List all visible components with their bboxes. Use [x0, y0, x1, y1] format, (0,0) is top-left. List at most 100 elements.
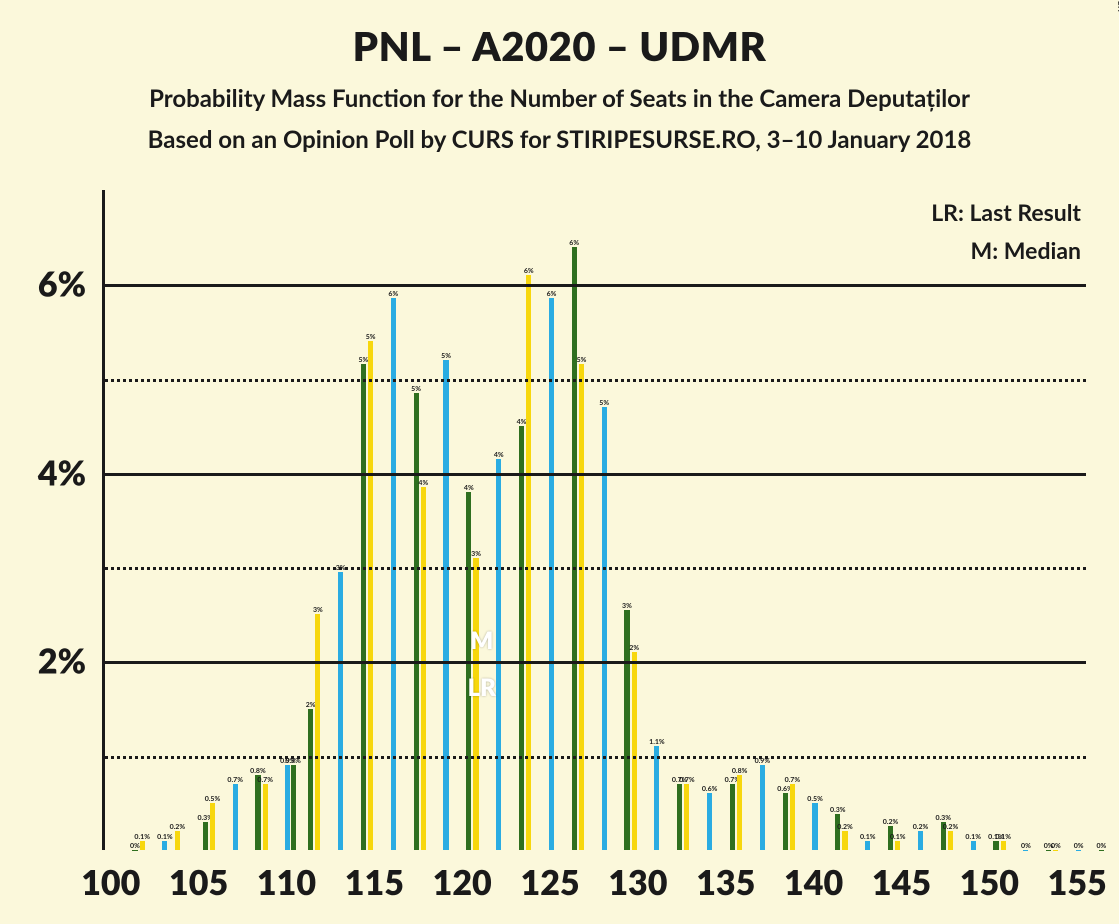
bar: 0.8%	[255, 775, 260, 850]
bar-value-label: 0.1%	[860, 833, 876, 841]
bar: 5%	[414, 393, 419, 850]
bar-value-label: 0.2%	[913, 823, 929, 831]
bar-value-label: 0%	[1021, 842, 1031, 850]
bar-value-label: 3%	[313, 606, 323, 614]
bar-value-label: 3%	[622, 602, 632, 610]
y-axis-label: 6%	[6, 264, 86, 305]
bar: 3%	[473, 558, 478, 850]
bar-value-label: 4%	[464, 484, 474, 492]
gridline-major	[105, 661, 1086, 664]
x-axis-label: 155	[1048, 862, 1107, 903]
bar: 0%	[1099, 850, 1104, 851]
bar-value-label: 3%	[471, 550, 481, 558]
bar-value-label: 5%	[441, 352, 451, 360]
bar-value-label: 0.5%	[205, 795, 221, 803]
plot-area: 0%0.1%0.1%0.2%0.3%0.5%0.7%0.8%0.7%0.9%0.…	[102, 190, 1086, 850]
bar: 0.2%	[842, 831, 847, 850]
gridline-minor	[105, 756, 1086, 759]
bar-value-label: 4%	[494, 451, 504, 459]
bar-value-label: 0.2%	[837, 823, 853, 831]
bar-value-label: 6%	[569, 239, 579, 247]
bar: 0.8%	[737, 775, 742, 850]
bar-value-label: 0.6%	[702, 785, 718, 793]
bar-value-label: 2%	[629, 644, 639, 652]
x-axis-label: 125	[520, 862, 579, 903]
bar-value-label: 0.3%	[935, 814, 951, 822]
bar: 6%	[526, 275, 531, 850]
bar: 0.1%	[162, 841, 167, 850]
bar: 0%	[132, 850, 137, 851]
bar: 0.7%	[263, 784, 268, 850]
bar: 0.5%	[812, 803, 817, 850]
bar: 0.2%	[175, 831, 180, 850]
bar: 0.1%	[865, 841, 870, 850]
bar: 2%	[308, 709, 313, 850]
bar: 0%	[1046, 850, 1051, 851]
x-axis-label: 145	[872, 862, 931, 903]
bar-value-label: 0.1%	[890, 833, 906, 841]
gridline-minor	[105, 567, 1086, 570]
bar-value-label: 5%	[599, 399, 609, 407]
gridline-major	[105, 284, 1086, 287]
bar-value-label: 4%	[517, 418, 527, 426]
bar: 0%	[1053, 850, 1058, 851]
gridline-minor	[105, 379, 1086, 382]
bar: 0.9%	[760, 765, 765, 850]
bar: 0.7%	[233, 784, 238, 850]
bar-value-label: 0.1%	[965, 833, 981, 841]
bar: 0.7%	[677, 784, 682, 850]
bar: 5%	[361, 364, 366, 850]
bar: 3%	[338, 572, 343, 850]
bar: 1.1%	[654, 746, 659, 850]
bar-value-label: 5%	[366, 333, 376, 341]
x-axis-label: 150	[960, 862, 1019, 903]
bar: 5%	[368, 341, 373, 850]
bar-value-label: 4%	[418, 479, 428, 487]
x-axis-label: 120	[433, 862, 492, 903]
y-axis-label: 4%	[6, 452, 86, 493]
bar-value-label: 0.8%	[732, 767, 748, 775]
bar-value-label: 6%	[388, 290, 398, 298]
chart: 0%0.1%0.1%0.2%0.3%0.5%0.7%0.8%0.7%0.9%0.…	[86, 190, 1086, 850]
bar-value-label: 5%	[577, 356, 587, 364]
bar-value-label: 5%	[411, 385, 421, 393]
bar-value-label: 0.5%	[807, 795, 823, 803]
y-axis-label: 2%	[6, 641, 86, 682]
bar-value-label: 1.1%	[649, 738, 665, 746]
marker-last-result: LR	[468, 673, 496, 702]
copyright-text: © 2020 Filip van Laenen	[1115, 0, 1119, 12]
bar: 6%	[572, 247, 577, 850]
bar-value-label: 0.2%	[883, 818, 899, 826]
bar-value-label: 0.1%	[134, 833, 150, 841]
bar: 0.3%	[835, 814, 840, 850]
bar-value-label: 0.7%	[679, 776, 695, 784]
bar-value-label: 2%	[306, 701, 316, 709]
chart-title: PNL – A2020 – UDMR	[0, 0, 1119, 70]
x-axis-label: 130	[608, 862, 667, 903]
bar: 0.1%	[993, 841, 998, 850]
bar-value-label: 0%	[130, 842, 140, 850]
bar-value-label: 0.3%	[830, 806, 846, 814]
bar-value-label: 5%	[358, 356, 368, 364]
bar: 0.1%	[1001, 841, 1006, 850]
x-axis-labels: 100105110115120125130135140145150155	[102, 862, 1119, 912]
bar: 0.6%	[783, 793, 788, 850]
bar-value-label: 0%	[1074, 842, 1084, 850]
bar-value-label: 0.1%	[157, 833, 173, 841]
bar: 4%	[466, 492, 471, 850]
bar: 5%	[443, 360, 448, 850]
bar-value-label: 0%	[1051, 842, 1061, 850]
x-axis-label: 115	[345, 862, 404, 903]
bar: 0.1%	[971, 841, 976, 850]
x-axis-label: 140	[784, 862, 843, 903]
bar: 0.7%	[790, 784, 795, 850]
bar: 0.7%	[684, 784, 689, 850]
bar-value-label: 0%	[1096, 842, 1106, 850]
x-axis-label: 100	[81, 862, 140, 903]
x-axis-label: 135	[696, 862, 755, 903]
bar-value-label: 0.1%	[995, 833, 1011, 841]
bar: 4%	[421, 487, 426, 850]
bar: 2%	[632, 652, 637, 850]
marker-median: M	[470, 626, 493, 655]
bar-value-label: 6%	[524, 267, 534, 275]
